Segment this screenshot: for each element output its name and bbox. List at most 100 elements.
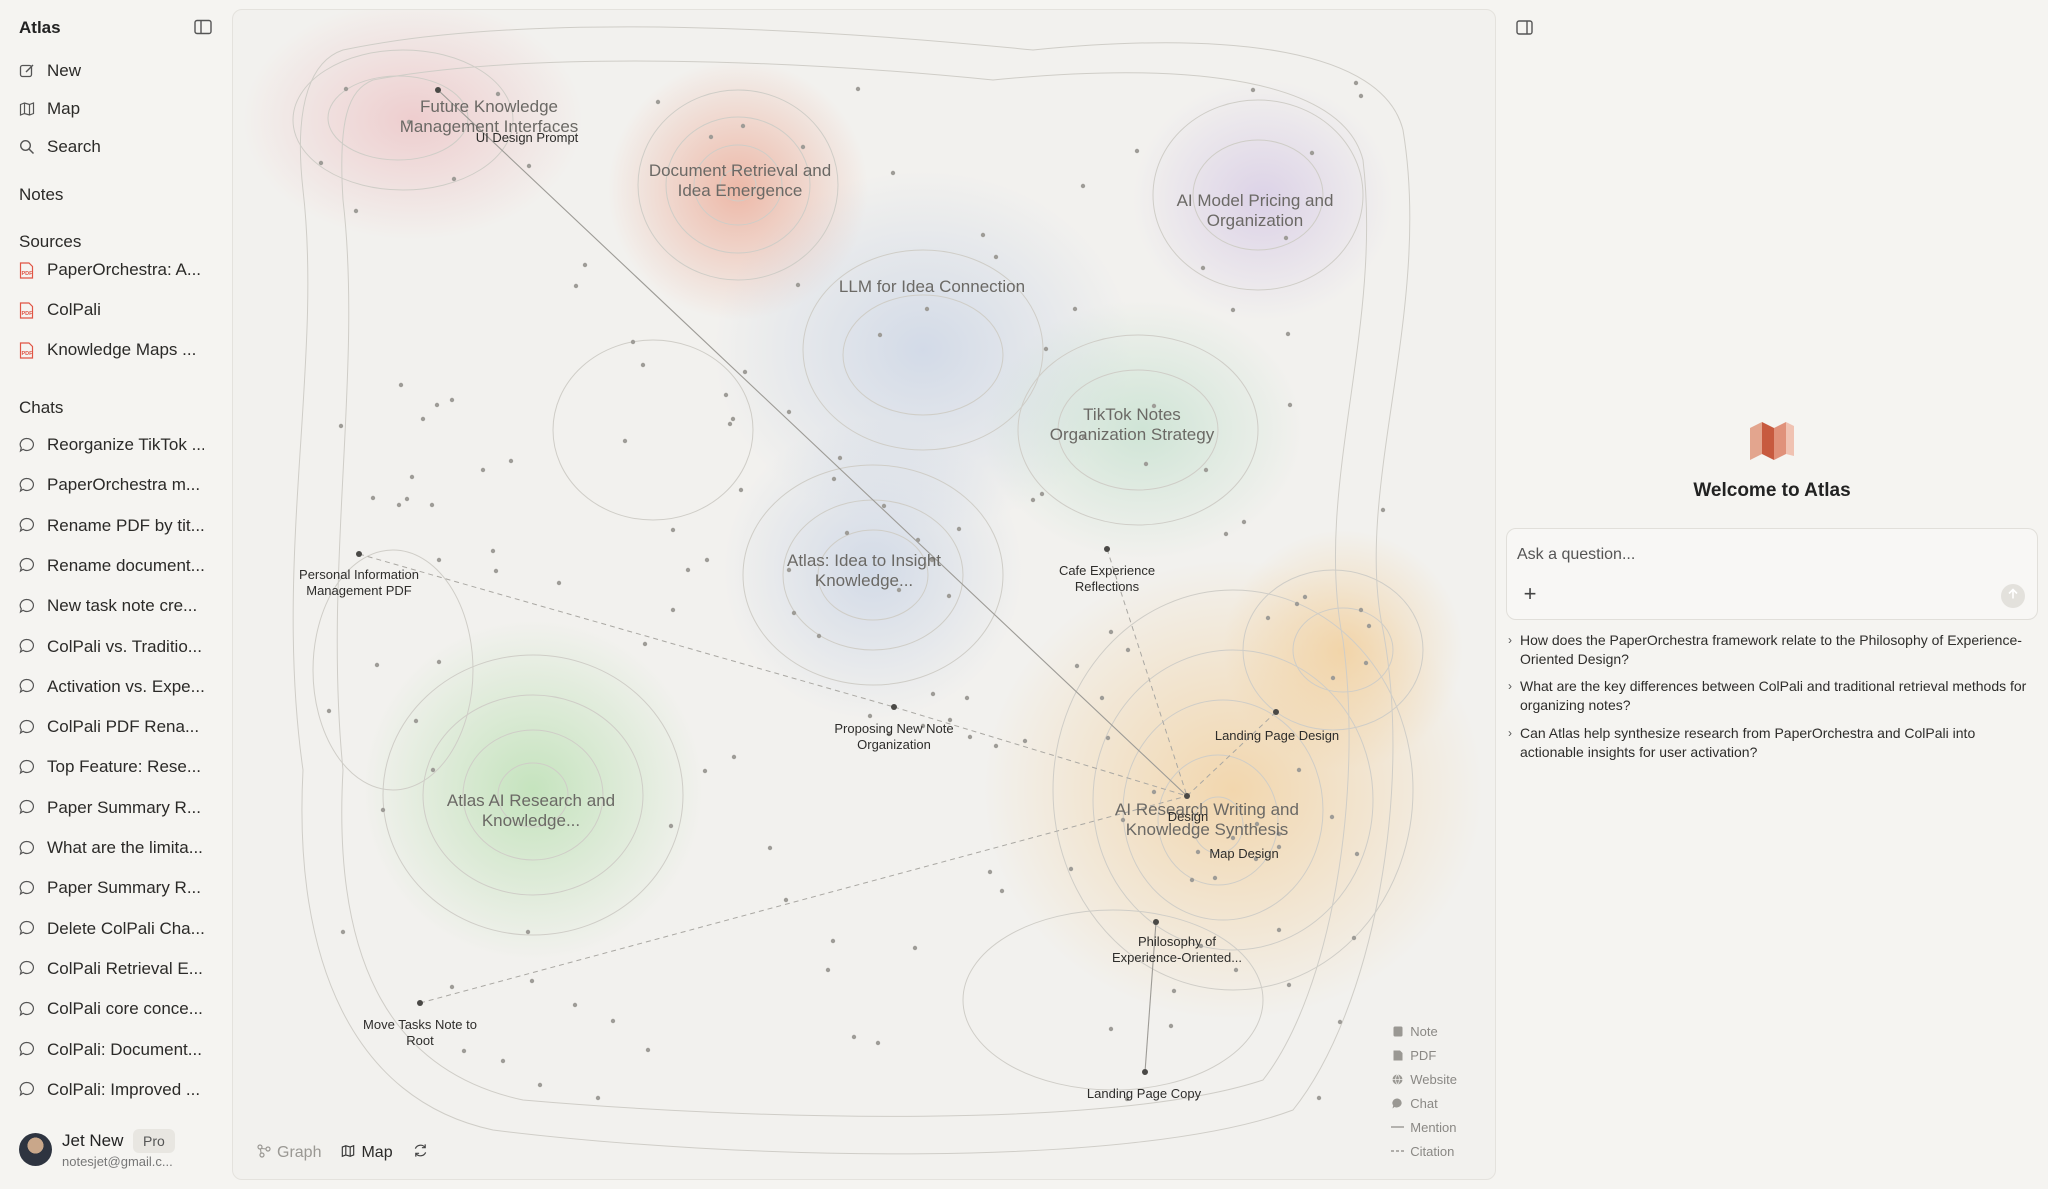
map-point[interactable] [1230,307,1236,313]
map-point[interactable] [702,768,708,774]
panel-toggle-icon[interactable] [1516,20,1533,35]
send-button[interactable] [2001,584,2025,608]
chat-item[interactable]: ColPali PDF Rena... [19,713,204,741]
map-point[interactable] [881,503,887,509]
cluster-label-future-knowledge[interactable]: Future Knowledge Management Interfaces [399,97,579,136]
map-point[interactable] [1212,875,1218,881]
map-point[interactable] [1294,601,1300,607]
map-point[interactable] [1358,93,1364,99]
chat-item[interactable]: ColPali vs. Traditio... [19,633,204,661]
map-point[interactable] [855,86,861,92]
map-point[interactable] [920,723,926,729]
map-point[interactable] [434,402,440,408]
map-point[interactable] [791,610,797,616]
map-point[interactable] [1125,647,1131,653]
map-point[interactable] [409,474,415,480]
map-point[interactable] [1254,821,1260,827]
map-point[interactable] [795,282,801,288]
map-point[interactable] [1283,235,1289,241]
map-point[interactable] [493,568,499,574]
chat-item[interactable]: What are the limita... [19,834,204,862]
map-point[interactable] [1039,491,1045,497]
chat-item[interactable]: Reorganize TikTok ... [19,431,204,459]
refresh-button[interactable] [413,1143,428,1163]
map-point[interactable] [1151,403,1157,409]
map-point[interactable] [326,708,332,714]
node-label-move-tasks[interactable]: Move Tasks Note to Root [363,1017,477,1048]
nav-new[interactable]: New [19,57,81,85]
node-label-philosophy[interactable]: Philosophy of Experience-Oriented... [1111,934,1243,965]
map-point[interactable] [1168,1023,1174,1029]
map-point[interactable] [318,160,324,166]
map-point[interactable] [396,502,402,508]
suggestion-item[interactable]: › How does the PaperOrchestra framework r… [1508,632,2022,667]
map-point[interactable] [670,607,676,613]
map-point[interactable] [353,208,359,214]
cluster-label-document-retrieval[interactable]: Document Retrieval and Idea Emergence [648,161,832,200]
cluster-label-ai-research-writing[interactable]: AI Research Writing and Knowledge Synthe… [1115,800,1299,839]
map-point[interactable] [1351,935,1357,941]
map-point[interactable] [1287,402,1293,408]
map-point[interactable] [1134,148,1140,154]
map-point[interactable] [831,476,837,482]
chat-item[interactable]: ColPali: Improved ... [19,1076,204,1104]
map-point[interactable] [1276,927,1282,933]
chat-item[interactable]: ColPali: Document... [19,1036,204,1064]
add-attachment-button[interactable]: + [1519,583,1541,606]
map-point[interactable] [1171,988,1177,994]
map-point[interactable] [1151,789,1157,795]
suggestion-item[interactable]: › Can Atlas help synthesize research from… [1508,725,1976,760]
map-point[interactable] [1030,497,1036,503]
map-point[interactable] [1316,1095,1322,1101]
map-point[interactable] [480,467,486,473]
map-point[interactable] [1072,306,1078,312]
map-point[interactable] [783,897,789,903]
map-point[interactable] [1068,866,1074,872]
map-point[interactable] [1120,817,1126,823]
chat-item[interactable]: ColPali Retrieval E... [19,955,204,983]
map-point[interactable] [786,567,792,573]
map-point[interactable] [867,713,873,719]
map-point[interactable] [1143,461,1149,467]
map-point[interactable] [1354,851,1360,857]
map-point[interactable] [1286,982,1292,988]
map-point[interactable] [645,1047,651,1053]
node-label-map-design[interactable]: Map Design [1209,846,1279,861]
map-point[interactable] [413,718,419,724]
map-point[interactable] [436,557,442,563]
map-point[interactable] [980,232,986,238]
chat-item[interactable]: Top Feature: Rese... [19,753,204,781]
map-point[interactable] [1380,507,1386,513]
map-point[interactable] [727,421,733,427]
map-point[interactable] [1253,856,1259,862]
map-point[interactable] [1108,629,1114,635]
map-point[interactable] [912,945,918,951]
map-point[interactable] [786,409,792,415]
map-point[interactable] [1080,183,1086,189]
map-point[interactable] [1074,663,1080,669]
map-point[interactable] [449,984,455,990]
map-point[interactable] [429,502,435,508]
cluster-label-atlas-idea-insight[interactable]: Atlas: Idea to Insight Knowledge... [786,551,942,590]
map-point[interactable] [999,888,1005,894]
map-point[interactable] [449,397,455,403]
node-label-proposing-new-note[interactable]: Proposing New Note Organization [834,721,954,752]
chat-item[interactable]: Delete ColPali Cha... [19,915,204,943]
map-point[interactable] [1250,87,1256,93]
knowledge-map[interactable]: Future Knowledge Management Interfaces D… [232,9,1496,1180]
chat-item[interactable]: Paper Summary R... [19,874,204,902]
map-point[interactable] [1285,331,1291,337]
map-point[interactable] [1203,467,1209,473]
notes-section-title[interactable]: Notes [19,185,64,204]
map-point[interactable] [830,938,836,944]
map-point[interactable] [526,163,532,169]
map-point[interactable] [1195,849,1201,855]
map-point[interactable] [825,967,831,973]
map-point[interactable] [1223,531,1229,537]
map-point[interactable] [630,339,636,345]
map-point[interactable] [956,526,962,532]
nav-map[interactable]: Map [19,95,80,123]
map-point[interactable] [622,438,628,444]
nav-search[interactable]: Search [19,133,101,161]
source-item[interactable]: PDF PaperOrchestra: A... [19,256,204,284]
